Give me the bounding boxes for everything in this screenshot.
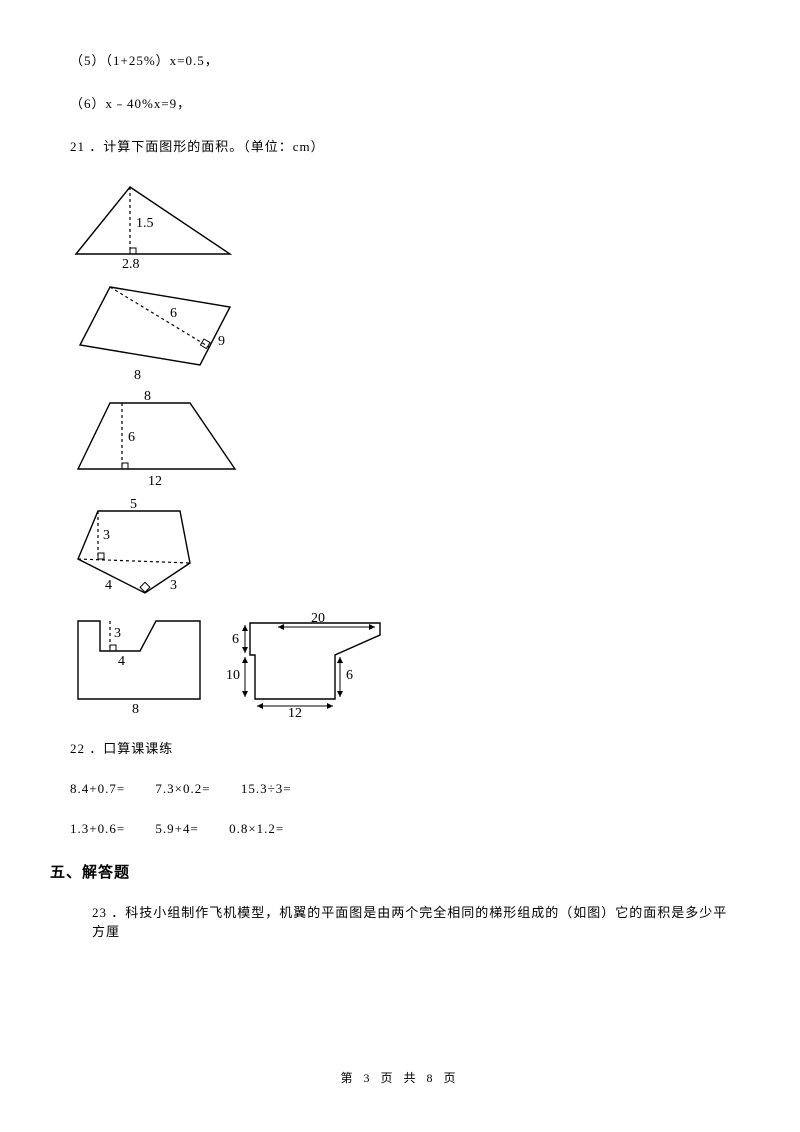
calc-row-2: 1.3+0.6= 5.9+4= 0.8×1.2= xyxy=(70,821,730,837)
svg-text:5: 5 xyxy=(130,497,137,512)
svg-text:1.5: 1.5 xyxy=(136,216,154,231)
calc-item: 8.4+0.7= xyxy=(70,781,125,797)
svg-text:4: 4 xyxy=(105,578,112,593)
svg-text:8: 8 xyxy=(134,368,141,383)
diagram-composite-row: 3 4 8 20 6 xyxy=(70,613,730,718)
svg-text:6: 6 xyxy=(170,306,177,321)
page-footer: 第 3 页 共 8 页 xyxy=(0,1069,800,1086)
svg-text:9: 9 xyxy=(218,334,225,349)
question-22: 22 ．口算课课练 xyxy=(70,738,730,757)
svg-text:3: 3 xyxy=(114,626,121,641)
question-21: 21 ．计算下面图形的面积。（单位：cm） xyxy=(70,136,730,155)
svg-text:10: 10 xyxy=(226,668,240,683)
calc-item: 15.3÷3= xyxy=(241,781,292,797)
svg-text:3: 3 xyxy=(103,528,110,543)
svg-text:2.8: 2.8 xyxy=(122,257,140,269)
svg-text:3: 3 xyxy=(170,578,177,593)
calc-row-1: 8.4+0.7= 7.3×0.2= 15.3÷3= xyxy=(70,781,730,797)
calc-item: 0.8×1.2= xyxy=(229,821,284,837)
question-23: 23 ．科技小组制作飞机模型，机翼的平面图是由两个完全相同的梯形组成的（如图）它… xyxy=(92,902,730,940)
diagram-trapezoid: 8 6 12 xyxy=(70,391,730,491)
diagram-parallelogram: 6 9 8 xyxy=(70,275,730,385)
svg-text:20: 20 xyxy=(311,613,325,626)
svg-text:12: 12 xyxy=(288,706,302,718)
svg-text:4: 4 xyxy=(118,654,125,669)
svg-text:8: 8 xyxy=(132,702,139,717)
diagram-triangle: 1.5 2.8 xyxy=(70,179,730,269)
svg-text:8: 8 xyxy=(144,391,151,404)
svg-text:12: 12 xyxy=(148,474,162,489)
section-5-heading: 五、解答题 xyxy=(50,861,730,882)
calc-item: 5.9+4= xyxy=(155,821,198,837)
svg-text:6: 6 xyxy=(346,668,353,683)
calc-item: 7.3×0.2= xyxy=(155,781,210,797)
svg-text:6: 6 xyxy=(128,430,135,445)
diagrams-container: 1.5 2.8 6 9 8 8 6 12 xyxy=(70,179,730,718)
svg-text:6: 6 xyxy=(232,632,239,647)
equation-5: （5）（1+25%）x=0.5， xyxy=(70,50,730,69)
equation-6: （6）x﹣40%x=9， xyxy=(70,93,730,112)
diagram-composite-1: 5 3 4 3 xyxy=(70,497,730,607)
calc-item: 1.3+0.6= xyxy=(70,821,125,837)
